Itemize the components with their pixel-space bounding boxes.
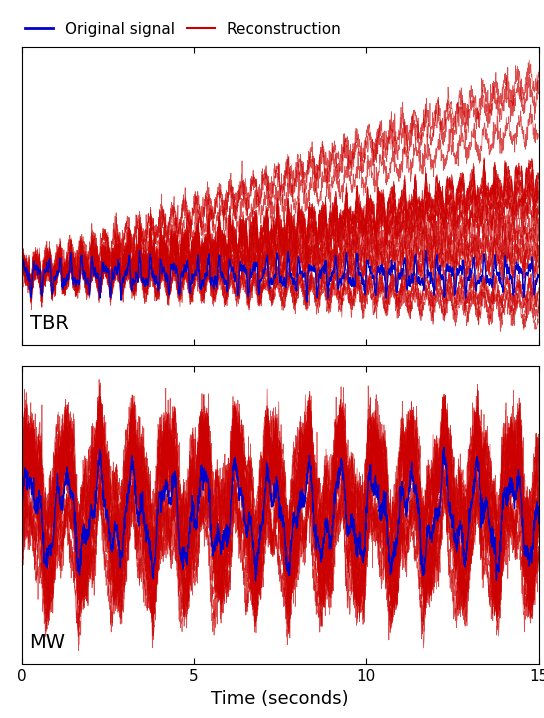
Text: TBR: TBR [29, 314, 69, 333]
Legend: Original signal, Reconstruction: Original signal, Reconstruction [19, 16, 348, 43]
X-axis label: Time (seconds): Time (seconds) [212, 689, 349, 707]
Text: MW: MW [29, 633, 65, 652]
